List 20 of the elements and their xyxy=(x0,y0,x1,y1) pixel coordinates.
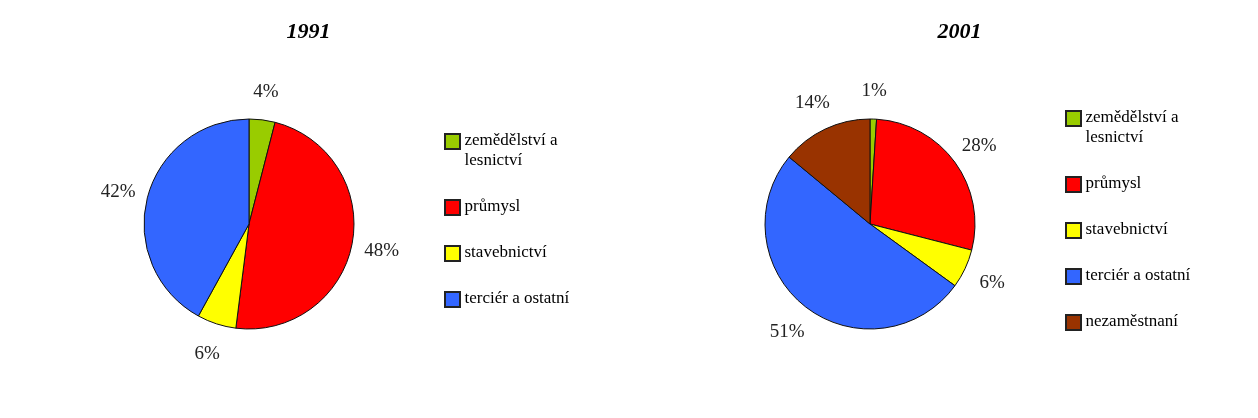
data-label: 51% xyxy=(769,320,805,342)
data-label: 48% xyxy=(363,238,399,260)
data-label: 14% xyxy=(794,91,830,113)
legend-label: nezaměstnaní xyxy=(1085,311,1179,331)
legend-label: stavebnictví xyxy=(1085,219,1169,239)
legend-label: zemědělství a lesnictví xyxy=(1085,107,1180,147)
data-label: 6% xyxy=(978,270,1005,292)
legend-label: průmysl xyxy=(464,196,522,216)
chart-title: 1991 xyxy=(286,18,331,44)
data-label: 1% xyxy=(861,78,887,100)
legend-label: stavebnictví xyxy=(464,242,548,262)
legend-label: terciér a ostatní xyxy=(1085,265,1192,285)
legend-label: terciér a ostatní xyxy=(464,288,571,308)
data-label: 4% xyxy=(252,79,279,101)
chart-title: 2001 xyxy=(937,18,982,44)
data-label: 42% xyxy=(100,179,136,201)
data-label: 28% xyxy=(961,134,997,156)
legend-label: zemědělství a lesnictví xyxy=(464,130,559,170)
data-label: 6% xyxy=(194,341,220,363)
legend-label: průmysl xyxy=(1085,173,1143,193)
